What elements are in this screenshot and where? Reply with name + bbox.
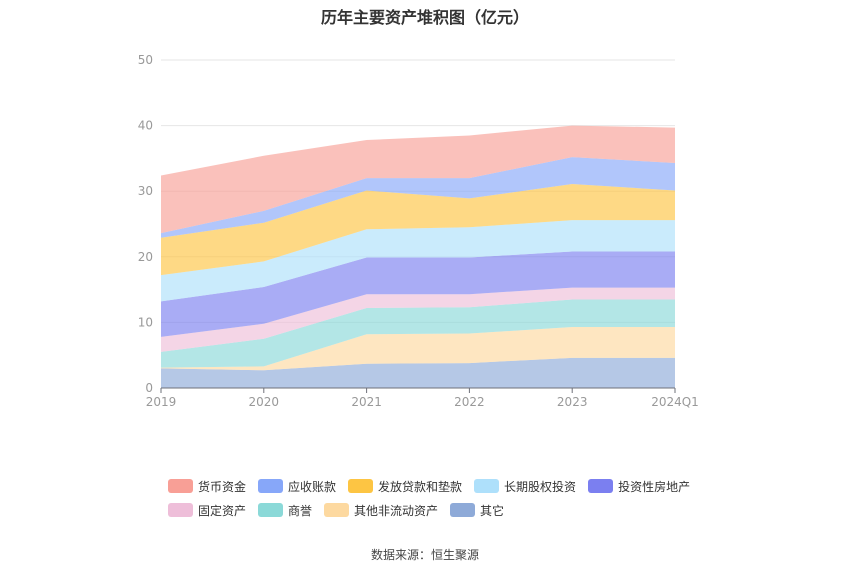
area-series	[161, 251, 675, 337]
legend-swatch	[348, 479, 374, 493]
legend-label: 商誉	[288, 503, 313, 518]
legend-swatch	[168, 479, 193, 493]
legend-label: 其它	[480, 503, 505, 518]
y-tick-label: 0	[145, 381, 153, 395]
legend-swatch	[324, 503, 350, 517]
legend-item[interactable]: 发放贷款和垫款	[348, 478, 462, 495]
legend-item[interactable]: 长期股权投资	[474, 478, 576, 495]
x-tick-label: 2024Q1	[651, 395, 699, 409]
legend-item[interactable]: 货币资金	[168, 478, 246, 495]
legend-label: 货币资金	[198, 479, 247, 494]
legend-swatch	[258, 479, 284, 493]
legend-swatch	[588, 479, 614, 493]
data-source-note: 数据来源：恒生聚源	[370, 548, 479, 562]
legend-label: 发放贷款和垫款	[378, 479, 463, 494]
area-series	[161, 125, 675, 234]
y-tick-label: 50	[138, 53, 153, 67]
legend-label: 其他非流动资产	[354, 503, 439, 518]
legend-swatch	[168, 503, 193, 517]
legend-label: 投资性房地产	[618, 479, 691, 494]
legend-row: 固定资产 商誉 其他非流动资产 其它	[168, 498, 728, 522]
legend-swatch	[474, 479, 500, 493]
x-tick-label: 2023	[557, 395, 588, 409]
legend-swatch	[450, 503, 476, 517]
area-series	[161, 183, 675, 276]
area-series	[161, 157, 675, 238]
legend-label: 应收账款	[288, 479, 337, 494]
y-tick-label: 10	[138, 315, 153, 329]
chart-legend: 货币资金 应收账款 发放贷款和垫款 长期股权投资 投资性房地产固定资产 商誉 其他非流动资产…	[168, 474, 728, 522]
legend-swatch	[258, 503, 284, 517]
legend-label: 固定资产	[198, 503, 247, 518]
legend-item[interactable]: 其它	[450, 502, 504, 519]
area-series	[161, 357, 675, 388]
chart-title: 历年主要资产堆积图（亿元）	[320, 8, 529, 27]
area-series	[161, 326, 675, 371]
x-tick-label: 2020	[249, 395, 280, 409]
x-tick-label: 2021	[351, 395, 382, 409]
legend-item[interactable]: 商誉	[258, 502, 312, 519]
x-tick-label: 2022	[454, 395, 485, 409]
y-tick-label: 20	[138, 250, 153, 264]
legend-item[interactable]: 应收账款	[258, 478, 336, 495]
y-tick-label: 40	[138, 119, 153, 133]
legend-item[interactable]: 投资性房地产	[588, 478, 690, 495]
area-series	[161, 299, 675, 368]
y-tick-label: 30	[138, 184, 153, 198]
legend-row: 货币资金 应收账款 发放贷款和垫款 长期股权投资 投资性房地产	[168, 474, 728, 498]
legend-item[interactable]: 其他非流动资产	[324, 502, 438, 519]
legend-item[interactable]: 固定资产	[168, 502, 246, 519]
area-series	[161, 287, 675, 352]
legend-label: 长期股权投资	[504, 479, 577, 494]
x-tick-label: 2019	[146, 395, 177, 409]
area-series	[161, 220, 675, 302]
